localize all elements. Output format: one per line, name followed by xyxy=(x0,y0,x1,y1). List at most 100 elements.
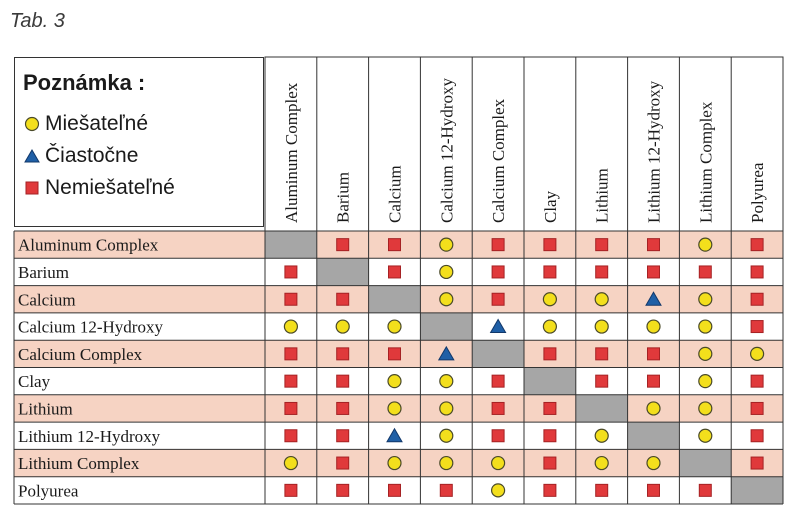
diagonal-cell xyxy=(420,312,473,341)
square-icon xyxy=(595,374,609,388)
circle-icon xyxy=(439,292,454,307)
circle-icon xyxy=(698,428,713,443)
legend-label: Čiastočne xyxy=(45,144,139,167)
circle-icon xyxy=(646,319,661,334)
circle-icon xyxy=(594,319,609,334)
row-label: Calcium xyxy=(18,290,76,309)
circle-icon xyxy=(542,292,558,307)
triangle-icon xyxy=(489,318,507,334)
square-icon xyxy=(698,483,712,497)
square-icon xyxy=(336,401,350,415)
diagonal-cell xyxy=(627,422,680,450)
square-icon xyxy=(336,238,350,252)
diagonal-cell xyxy=(575,394,628,423)
square-icon xyxy=(336,456,350,470)
square-icon xyxy=(750,456,764,470)
square-icon xyxy=(491,429,505,443)
circle-icon xyxy=(698,374,713,389)
circle-icon xyxy=(698,292,713,307)
row-label: Lithium xyxy=(18,399,73,418)
legend-title: Poznámka : xyxy=(23,70,146,95)
legend-label: Nemiešateľné xyxy=(45,176,175,199)
diagonal-cell xyxy=(679,449,732,477)
square-icon xyxy=(336,347,350,361)
square-icon xyxy=(284,429,298,443)
circle-icon xyxy=(542,319,558,334)
row-label: Barium xyxy=(18,263,69,282)
square-icon xyxy=(750,238,764,252)
circle-icon xyxy=(439,374,454,389)
table-caption: Tab. 3 xyxy=(10,10,65,32)
column-header: Calcium 12-Hydroxy xyxy=(437,78,456,223)
column-header: Aluminum Complex xyxy=(282,82,301,223)
row-label: Calcium Complex xyxy=(18,345,143,364)
square-icon xyxy=(491,265,505,279)
square-icon xyxy=(388,238,401,252)
circle-icon xyxy=(698,237,713,252)
square-icon xyxy=(595,347,609,361)
circle-icon xyxy=(23,116,41,132)
circle-icon xyxy=(439,264,454,280)
square-icon xyxy=(647,483,660,497)
square-icon xyxy=(750,429,764,443)
square-icon xyxy=(647,347,660,361)
square-icon xyxy=(284,483,298,497)
diagonal-cell xyxy=(368,285,421,313)
circle-icon xyxy=(594,428,609,443)
row-label: Polyurea xyxy=(18,481,79,500)
square-icon xyxy=(491,374,505,388)
square-icon xyxy=(595,265,609,279)
circle-icon xyxy=(594,455,609,471)
square-icon xyxy=(336,374,350,388)
square-icon xyxy=(647,265,660,279)
square-icon xyxy=(543,347,557,361)
square-icon xyxy=(698,265,712,279)
legend-label: Miešateľné xyxy=(45,112,149,135)
diagonal-cell xyxy=(265,231,317,259)
square-icon xyxy=(388,483,401,497)
square-icon xyxy=(491,401,505,415)
circle-icon xyxy=(387,455,402,471)
diagonal-cell xyxy=(524,367,576,395)
legend-item-partial: Čiastočne xyxy=(23,144,138,168)
square-icon xyxy=(388,265,401,279)
square-icon xyxy=(336,483,350,497)
legend-item-mixable: Miešateľné xyxy=(23,112,148,136)
circle-icon xyxy=(491,455,506,471)
circle-icon xyxy=(387,319,402,334)
square-icon xyxy=(543,265,557,279)
square-icon xyxy=(543,429,557,443)
square-icon xyxy=(491,292,505,306)
diagonal-cell xyxy=(316,258,369,286)
legend-box: Poznámka : Miešateľné Čiastočne Nemiešat… xyxy=(14,57,264,227)
square-icon xyxy=(284,374,298,388)
square-icon xyxy=(647,374,660,388)
circle-icon xyxy=(283,319,298,334)
square-icon xyxy=(750,265,764,279)
square-icon xyxy=(336,292,350,306)
row-label: Calcium 12-Hydroxy xyxy=(18,318,163,337)
circle-icon xyxy=(646,401,661,416)
column-header: Clay xyxy=(541,190,560,223)
square-icon xyxy=(23,180,41,196)
square-icon xyxy=(543,483,557,497)
triangle-icon xyxy=(437,345,455,361)
square-icon xyxy=(284,401,298,415)
circle-icon xyxy=(439,401,454,416)
circle-icon xyxy=(594,292,609,307)
square-icon xyxy=(543,456,557,470)
square-icon xyxy=(439,483,453,497)
circle-icon xyxy=(335,319,350,334)
circle-icon xyxy=(491,483,506,498)
legend-item-immiscible: Nemiešateľné xyxy=(23,176,175,200)
square-icon xyxy=(284,292,298,306)
circle-icon xyxy=(439,455,454,471)
row-label: Lithium 12-Hydroxy xyxy=(18,427,161,446)
square-icon xyxy=(336,429,350,443)
diagonal-cell xyxy=(472,340,524,368)
square-icon xyxy=(491,238,505,252)
square-icon xyxy=(284,347,298,361)
square-icon xyxy=(647,238,660,252)
column-header: Calcium xyxy=(386,165,405,223)
square-icon xyxy=(543,401,557,415)
